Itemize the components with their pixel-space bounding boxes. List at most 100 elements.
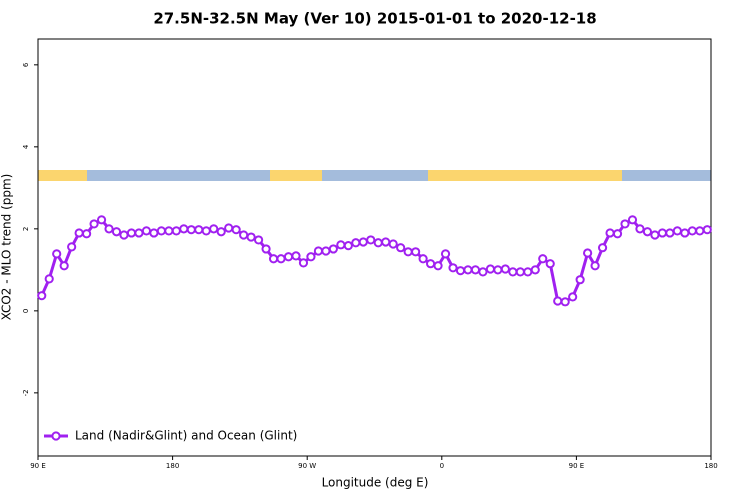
data-point [440, 249, 451, 259]
data-point [485, 264, 496, 274]
data-point [642, 227, 653, 237]
legend-label: Land (Nadir&Glint) and Ocean (Glint) [75, 429, 297, 443]
data-point [672, 226, 682, 236]
data-point [538, 254, 548, 264]
ocean [622, 170, 711, 181]
plot-frame [37, 38, 712, 457]
data-point [313, 246, 324, 256]
data-point [373, 238, 383, 248]
data-point [515, 267, 525, 277]
data-point [156, 226, 166, 236]
data-point [388, 239, 398, 249]
data-point [74, 228, 84, 238]
data-point [306, 252, 316, 262]
data-point [455, 266, 466, 276]
data-point [261, 244, 271, 254]
data-point [224, 223, 234, 233]
data-point [695, 226, 705, 236]
data-point [298, 258, 309, 268]
data-point [59, 261, 69, 271]
data-point [104, 224, 114, 234]
data-point [44, 274, 54, 284]
x-tick-label: 90 W [298, 462, 316, 470]
data-point [508, 267, 518, 277]
data-point [680, 228, 690, 238]
data-point [246, 232, 256, 242]
data-point [343, 241, 353, 251]
data-point [119, 230, 129, 240]
data-point [597, 243, 608, 253]
data-point [37, 291, 47, 301]
data-point [126, 228, 137, 238]
data-point [396, 243, 406, 253]
x-tick-label: 90 E [569, 462, 585, 470]
data-point [612, 229, 623, 239]
data-point [253, 235, 264, 245]
data-point [620, 219, 630, 229]
data-point [635, 224, 645, 234]
data-point [276, 254, 286, 264]
data-point [425, 259, 436, 269]
data-point [687, 226, 697, 236]
data-point [209, 224, 219, 234]
data-point [590, 261, 600, 271]
data-point [149, 228, 159, 238]
data-point [433, 261, 443, 271]
data-point [560, 297, 570, 307]
data-point [403, 247, 413, 257]
data-point [381, 237, 391, 247]
data-point [657, 228, 667, 238]
y-tick-label: 4 [22, 144, 30, 149]
data-point [463, 265, 473, 275]
data-point [493, 265, 503, 275]
data-point [411, 247, 421, 257]
data-point [164, 226, 174, 236]
x-axis-label: Longitude (deg E) [322, 476, 429, 490]
data-point [231, 225, 241, 235]
data-point [82, 229, 92, 239]
data-point [530, 265, 540, 275]
land [428, 170, 622, 181]
data-point [134, 228, 144, 238]
chart-title: 27.5N-32.5N May (Ver 10) 2015-01-01 to 2… [153, 10, 596, 28]
data-point [665, 228, 675, 238]
data-point [523, 267, 533, 277]
y-tick-label: 6 [22, 62, 30, 67]
ocean [87, 170, 270, 181]
data-point [627, 215, 638, 225]
legend-marker [51, 431, 61, 441]
data-point [575, 275, 585, 285]
data-point [216, 227, 226, 237]
data-point [351, 238, 361, 248]
y-tick-label: -2 [22, 389, 30, 396]
data-point [171, 226, 181, 236]
data-point [366, 235, 376, 245]
data-point [336, 240, 346, 250]
data-point [448, 263, 458, 273]
data-point [553, 296, 563, 306]
data-point [470, 265, 481, 275]
x-tick-label: 90 E [30, 462, 46, 470]
data-point [358, 237, 368, 247]
data-point [702, 225, 712, 235]
data-point [500, 264, 510, 274]
data-point [291, 251, 301, 261]
land [38, 170, 87, 181]
data-point [52, 249, 62, 259]
y-axis-label: XCO2 - MLO trend (ppm) [0, 174, 14, 321]
data-point [201, 226, 211, 236]
data-point [478, 267, 488, 277]
data-point [321, 246, 331, 256]
ocean [322, 170, 428, 181]
data-point [268, 254, 279, 264]
data-point [605, 228, 615, 238]
land-ocean-strip [38, 170, 711, 181]
data-point [89, 219, 99, 229]
data-point [239, 230, 249, 240]
data-point [141, 226, 152, 236]
data-point [194, 225, 204, 235]
data-point [96, 215, 107, 225]
data-point [67, 242, 77, 252]
x-tick-label: 180 [166, 462, 179, 470]
